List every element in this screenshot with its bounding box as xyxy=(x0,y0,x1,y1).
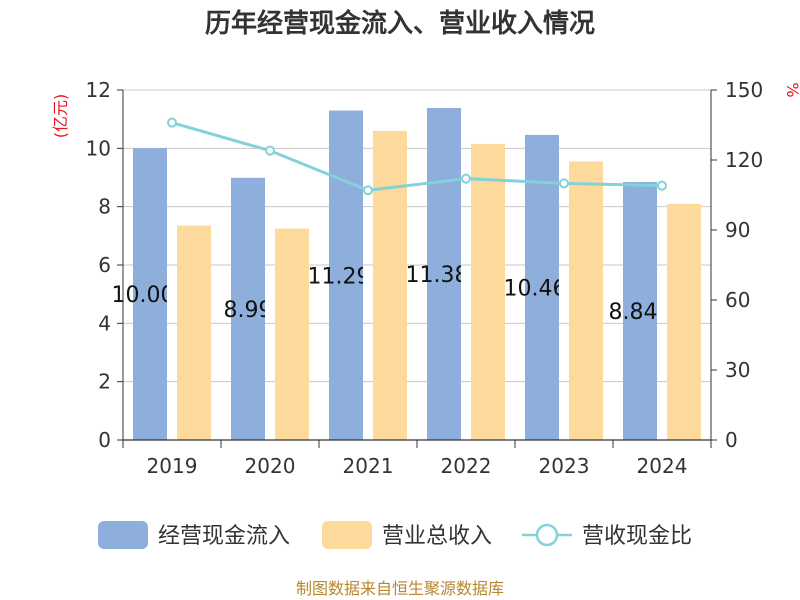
left-tick-label: 4 xyxy=(98,311,111,335)
x-tick-label: 2023 xyxy=(539,454,590,478)
left-tick-label: 0 xyxy=(98,428,111,452)
x-tick-label: 2019 xyxy=(147,454,198,478)
ratio-line xyxy=(171,121,663,192)
right-tick-label: 120 xyxy=(725,148,763,172)
legend-marker-ratio xyxy=(535,523,559,547)
left-tick-label: 6 xyxy=(98,253,111,277)
bar-cash-inflow xyxy=(525,134,559,440)
chart-title: 历年经营现金流入、营业收入情况 xyxy=(205,8,595,39)
right-tick-label: 90 xyxy=(725,218,750,242)
right-tick-label: 30 xyxy=(725,358,750,382)
legend-swatch-revenue xyxy=(322,521,372,549)
left-tick-label: 8 xyxy=(98,195,111,219)
legend: 经营现金流入 营业总收入 营收现金比 xyxy=(98,521,692,549)
right-tick-label: 0 xyxy=(725,428,738,452)
data-label-cash-inflow: 8.845 xyxy=(609,300,672,325)
source-note: 制图数据来自恒生聚源数据库 xyxy=(296,579,504,598)
right-tick-label: 150 xyxy=(725,78,763,102)
data-label-cash-inflow: 11.296 xyxy=(308,264,385,289)
x-tick-label: 2024 xyxy=(637,454,688,478)
ratio-point xyxy=(657,180,667,191)
data-label-cash-inflow: 11.385 xyxy=(406,263,483,288)
data-label-cash-inflow: 10.006 xyxy=(112,283,189,308)
ratio-line-layer xyxy=(167,117,667,196)
ratio-point xyxy=(265,145,275,156)
bar-revenue xyxy=(569,161,603,441)
left-tick-label: 12 xyxy=(86,78,111,102)
left-axis-unit: (亿元) xyxy=(51,94,70,139)
bar-revenue xyxy=(177,225,211,440)
bar-revenue xyxy=(667,203,701,440)
left-tick-label: 10 xyxy=(86,136,111,160)
bar-revenue xyxy=(373,130,407,441)
right-tick-label: 60 xyxy=(725,288,750,312)
data-label-cash-inflow: 8.99 xyxy=(224,298,273,323)
legend-label-revenue: 营业总收入 xyxy=(382,524,492,549)
bar-cash-inflow xyxy=(133,148,167,441)
bar-cash-inflow xyxy=(329,110,363,441)
right-axis-unit: % xyxy=(783,82,800,97)
x-tick-label: 2022 xyxy=(441,454,492,478)
ratio-point xyxy=(559,178,569,189)
bar-cash-inflow xyxy=(231,177,265,440)
data-label-cash-inflow: 10.461 xyxy=(504,276,581,301)
ratio-point xyxy=(461,173,471,184)
ratio-point xyxy=(363,185,373,196)
ratio-point xyxy=(167,117,177,128)
x-tick-label: 2020 xyxy=(245,454,296,478)
legend-swatch-cash-inflow xyxy=(98,521,148,549)
bar-revenue xyxy=(275,228,309,440)
bar-cash-inflow xyxy=(427,107,461,440)
left-tick-label: 2 xyxy=(98,370,111,394)
bars-layer xyxy=(133,107,701,441)
legend-label-ratio: 营收现金比 xyxy=(582,524,692,549)
x-tick-label: 2021 xyxy=(343,454,394,478)
gridlines xyxy=(123,89,711,441)
legend-label-cash-inflow: 经营现金流入 xyxy=(158,524,290,549)
data-labels-layer: 10.006 8.99 11.296 11.385 10.461 8.845 xyxy=(112,263,672,325)
bar-revenue xyxy=(471,143,505,441)
bar-cash-inflow xyxy=(623,182,657,441)
